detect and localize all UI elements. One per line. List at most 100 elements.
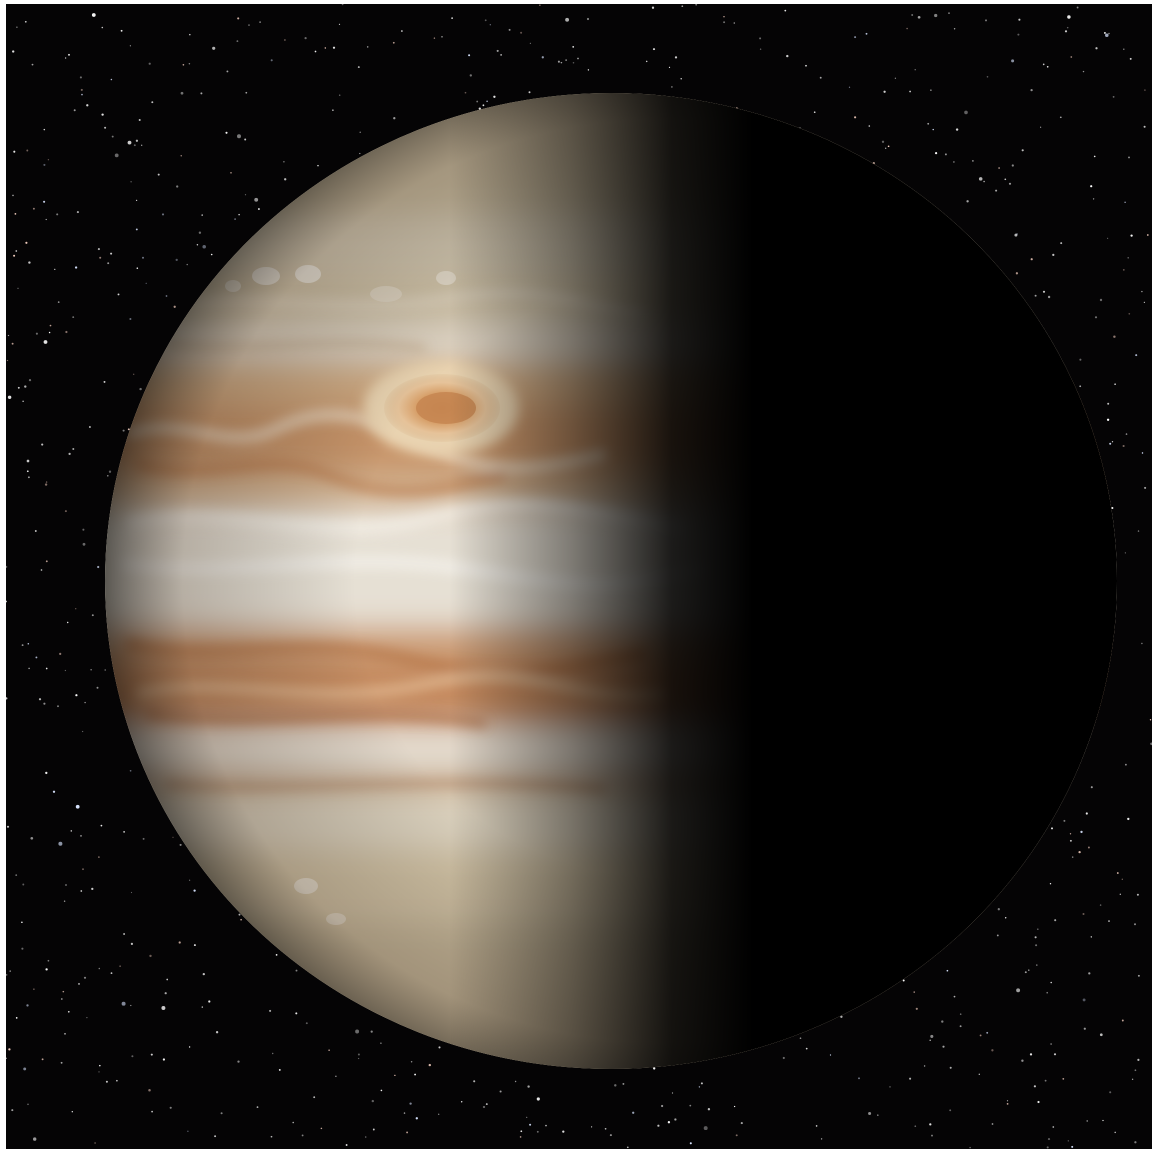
star [1135, 354, 1137, 356]
star [1113, 335, 1115, 337]
star [325, 47, 326, 48]
star [854, 116, 856, 118]
star [473, 1080, 475, 1082]
star [1088, 972, 1090, 974]
star [1030, 89, 1032, 91]
star [269, 1010, 271, 1012]
star [98, 248, 100, 250]
star [587, 18, 589, 20]
star [669, 67, 670, 68]
star [1021, 1060, 1023, 1062]
star [360, 132, 361, 133]
star [1112, 441, 1113, 442]
star [468, 54, 470, 56]
star [1123, 269, 1125, 271]
star [906, 28, 908, 30]
star [46, 560, 48, 562]
star [914, 991, 915, 992]
star [165, 992, 167, 994]
star [1037, 1101, 1039, 1103]
star [438, 1114, 439, 1115]
star [1035, 295, 1037, 297]
star [193, 889, 195, 891]
star [46, 668, 48, 670]
star [128, 428, 130, 430]
star [953, 161, 954, 162]
star [179, 941, 181, 943]
star [1007, 1103, 1009, 1105]
star [110, 253, 112, 255]
star [292, 1122, 294, 1124]
star [306, 1022, 308, 1024]
star [1122, 1020, 1124, 1022]
star [681, 5, 683, 7]
star [174, 306, 176, 308]
star [924, 1065, 925, 1066]
star [128, 141, 132, 145]
star [1077, 7, 1079, 9]
star [1130, 234, 1132, 236]
star [1144, 126, 1146, 128]
star [1137, 894, 1139, 896]
star [1054, 919, 1056, 921]
star [81, 94, 83, 96]
star [54, 269, 55, 270]
star [58, 842, 62, 846]
star [783, 1057, 785, 1059]
star [141, 145, 142, 146]
star [22, 644, 24, 646]
star [119, 965, 121, 967]
star [759, 37, 761, 39]
star [189, 880, 190, 881]
star [203, 973, 205, 975]
star [1004, 178, 1006, 180]
star [358, 66, 360, 68]
star [1048, 296, 1050, 298]
star [1082, 913, 1084, 915]
star [882, 141, 884, 143]
star [237, 1060, 239, 1062]
star [272, 1053, 273, 1054]
star [216, 1031, 218, 1033]
star [1107, 238, 1108, 239]
star [520, 1130, 522, 1132]
star [411, 1061, 412, 1062]
star [355, 1030, 359, 1034]
star [979, 177, 983, 181]
star [41, 569, 43, 571]
star [86, 1017, 87, 1018]
star [980, 1034, 982, 1036]
star [909, 1078, 911, 1080]
star [1125, 764, 1127, 766]
star [1084, 1028, 1086, 1030]
star [933, 129, 934, 130]
star [134, 144, 136, 146]
star [98, 856, 99, 857]
star [176, 259, 178, 261]
star [94, 1142, 96, 1144]
star [483, 104, 485, 106]
star [868, 1112, 871, 1115]
star [371, 1031, 373, 1033]
star [98, 1071, 99, 1072]
star [1070, 840, 1072, 842]
star [170, 1107, 172, 1109]
star [295, 1012, 297, 1014]
star [86, 104, 88, 106]
star [885, 148, 886, 149]
star [78, 983, 80, 985]
star [332, 109, 334, 111]
star [1111, 507, 1113, 509]
star [591, 1126, 592, 1127]
star [565, 59, 566, 60]
star [201, 214, 203, 216]
star [1045, 1080, 1047, 1082]
star [333, 47, 335, 49]
star [32, 64, 34, 66]
star [72, 316, 74, 318]
star [58, 301, 60, 303]
star [202, 1006, 203, 1007]
star [520, 1136, 522, 1138]
star [931, 1135, 933, 1137]
